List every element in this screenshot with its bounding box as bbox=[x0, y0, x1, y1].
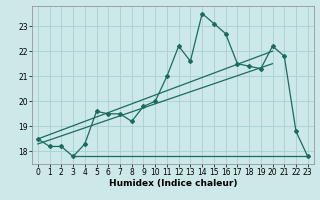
X-axis label: Humidex (Indice chaleur): Humidex (Indice chaleur) bbox=[108, 179, 237, 188]
